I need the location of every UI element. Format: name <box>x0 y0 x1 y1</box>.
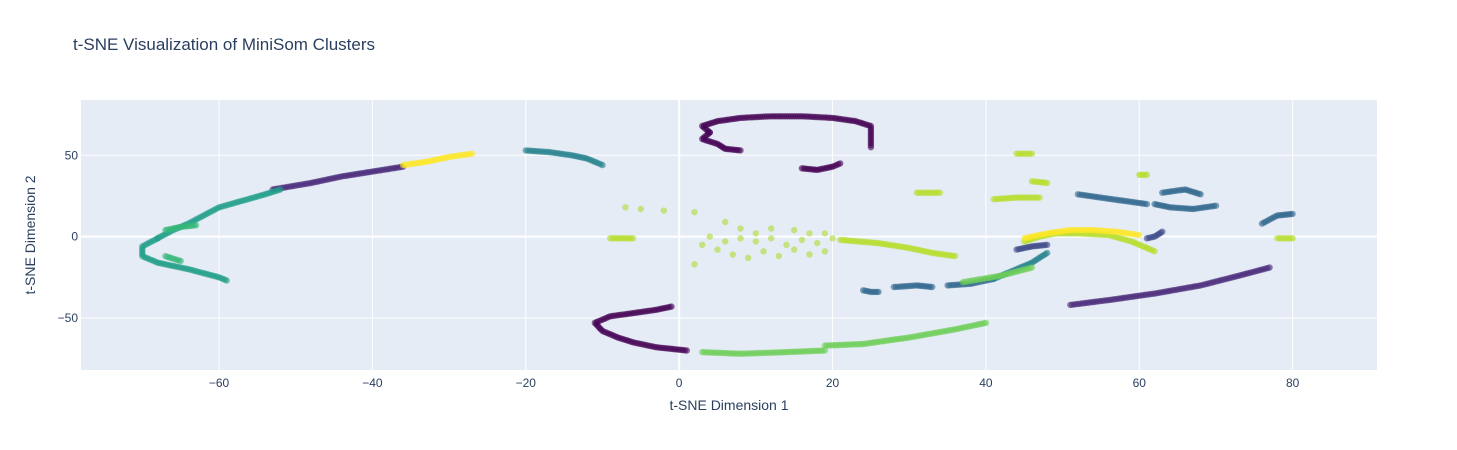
x-axis-title: t-SNE Dimension 1 <box>669 397 788 413</box>
scatter-point <box>829 235 836 242</box>
scatter-point <box>1028 264 1036 271</box>
scatter-point <box>783 241 790 248</box>
scatter-point <box>177 257 184 265</box>
scatter-point <box>821 347 829 354</box>
scatter-point <box>798 236 806 244</box>
chart-title: t-SNE Visualization of MiniSom Clusters <box>73 35 375 54</box>
scatter-point <box>936 189 944 196</box>
y-tick-label: 0 <box>71 230 78 244</box>
scatter-point <box>752 230 759 237</box>
scatter-point <box>1044 249 1051 257</box>
scatter-point <box>837 160 844 167</box>
x-tick-label: −60 <box>209 376 230 390</box>
x-tick-label: 80 <box>1286 376 1300 390</box>
scatter-point <box>1266 264 1273 271</box>
scatter-point <box>806 251 813 258</box>
scatter-point <box>660 207 667 214</box>
scatter-point <box>1136 231 1143 239</box>
scatter-point <box>814 239 821 247</box>
scatter-point <box>1028 150 1036 157</box>
scatter-point <box>875 288 882 296</box>
scatter-point <box>806 230 813 237</box>
x-tick-label: −20 <box>516 376 537 390</box>
scatter-point <box>691 209 698 216</box>
scatter-point <box>737 235 744 242</box>
scatter-point <box>1036 194 1043 201</box>
scatter-point <box>629 235 637 242</box>
scatter-point <box>1044 179 1051 187</box>
scatter-point <box>1159 228 1166 235</box>
scatter-point <box>468 150 476 157</box>
scatter-point <box>821 248 829 255</box>
x-tick-label: 0 <box>676 376 683 390</box>
data-points <box>139 113 1296 357</box>
scatter-point <box>867 144 875 151</box>
scatter-point <box>1289 210 1296 218</box>
grid-lines <box>81 100 1377 370</box>
scatter-point <box>929 283 936 291</box>
scatter-point <box>699 241 706 248</box>
scatter-point <box>768 235 775 242</box>
scatter-point <box>622 204 629 211</box>
scatter-point <box>1151 248 1158 255</box>
plot-area <box>81 100 1377 370</box>
scatter-point <box>192 222 200 229</box>
x-tick-label: −40 <box>362 376 383 390</box>
scatter-point <box>737 147 744 154</box>
scatter-point <box>791 226 798 234</box>
y-axis-ticks: −50 0 50 <box>58 148 79 325</box>
scatter-point <box>691 261 698 268</box>
scatter-point <box>722 218 729 226</box>
scatter-point <box>1289 235 1296 242</box>
scatter-point <box>752 238 759 245</box>
scatter-point <box>1044 241 1051 248</box>
scatter-point <box>1212 202 1220 209</box>
scatter-point <box>722 238 729 245</box>
scatter-point <box>599 161 606 169</box>
scatter-point <box>1143 200 1151 208</box>
scatter-point <box>737 225 744 232</box>
scatter-point <box>791 246 798 253</box>
scatter-point <box>1143 171 1151 178</box>
scatter-point <box>768 225 775 232</box>
scatter-point <box>714 246 721 253</box>
scatter-point <box>683 347 690 354</box>
x-tick-label: 40 <box>979 376 993 390</box>
y-axis-title: t-SNE Dimension 2 <box>22 175 38 294</box>
scatter-point <box>1197 191 1204 198</box>
x-tick-label: 60 <box>1133 376 1147 390</box>
y-tick-label: −50 <box>58 311 79 325</box>
scatter-point <box>277 186 284 193</box>
scatter-point <box>637 205 644 213</box>
scatter-point <box>729 251 736 258</box>
x-tick-label: 20 <box>826 376 840 390</box>
scatter-point <box>706 233 713 240</box>
scatter-point <box>745 254 752 261</box>
scatter-point <box>223 277 230 284</box>
scatter-point <box>775 252 782 260</box>
scatter-point <box>760 248 767 255</box>
scatter-point <box>952 252 959 260</box>
y-tick-label: 50 <box>65 148 79 162</box>
scatter-point <box>982 319 990 326</box>
scatter-point <box>821 230 829 237</box>
x-axis-ticks: −60 −40 −20 0 20 40 60 80 <box>209 376 1300 390</box>
